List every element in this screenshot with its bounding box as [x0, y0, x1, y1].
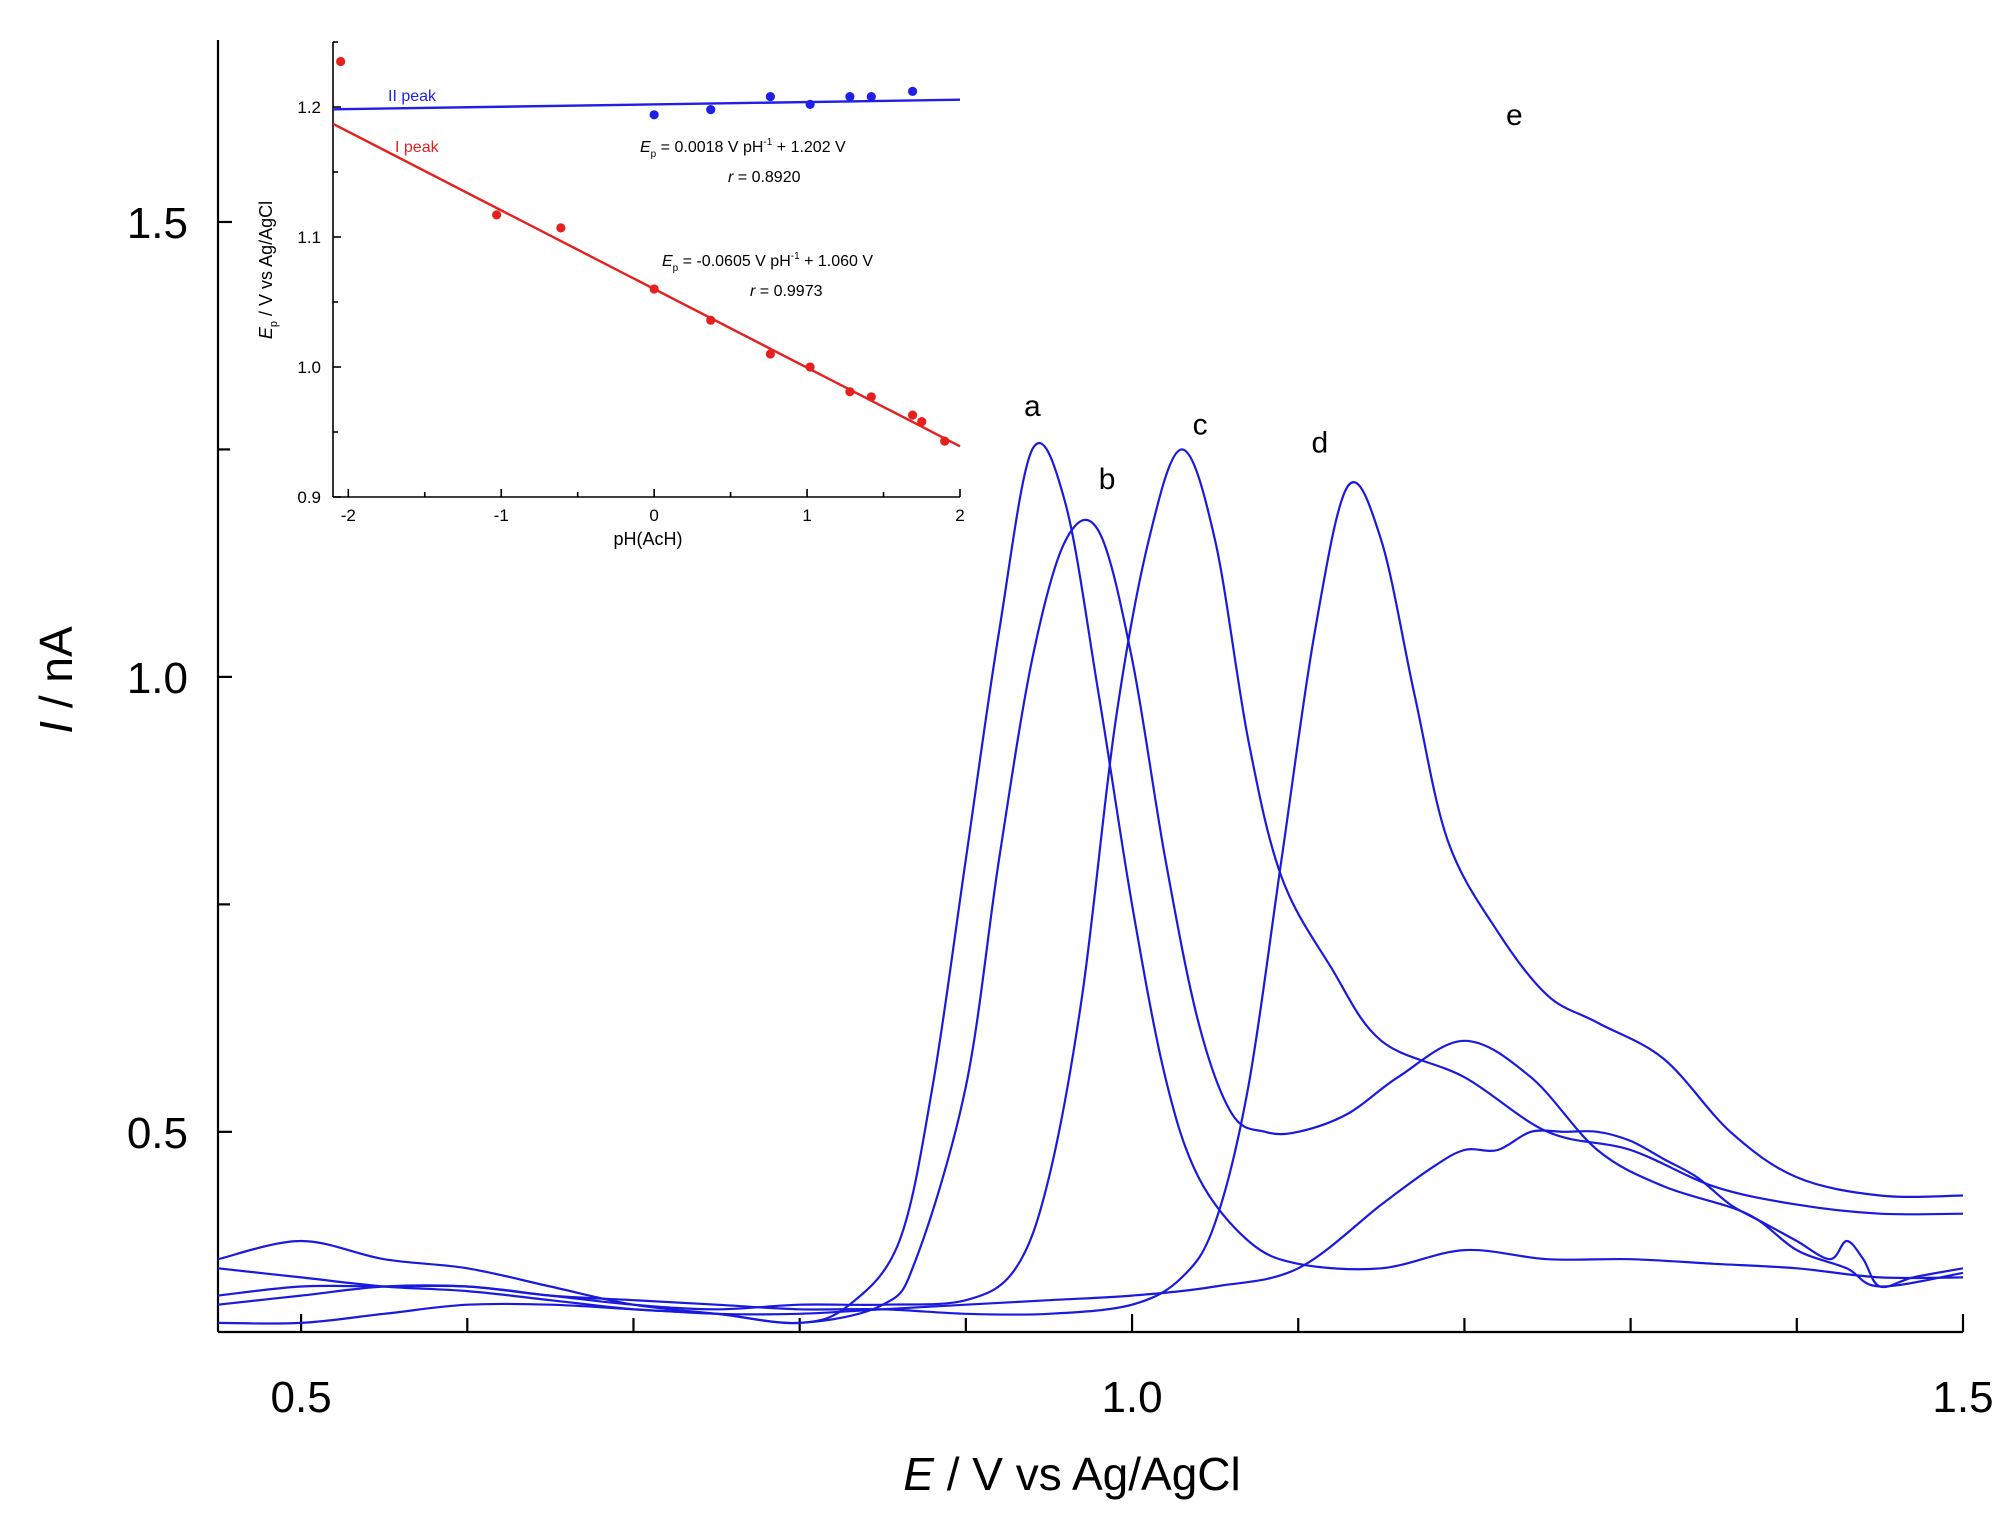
inset-x-axis-title: pH(AcH) [613, 529, 682, 549]
ii-peak-fit-line [332, 98, 961, 111]
ii-peak-point [649, 110, 659, 120]
x-axis-title: E / V vs Ag/AgCl [903, 1448, 1240, 1500]
curve-e [217, 1129, 1964, 1325]
inset-y-title-sub: p [268, 321, 280, 327]
inset-y-tick-label: 1.0 [297, 358, 321, 377]
i-peak-point [649, 284, 659, 294]
inset-ticks: -2 -1 0 1 2 0.9 1.0 1.1 1.2 [297, 41, 965, 525]
i-peak-point [336, 56, 346, 67]
i-peak-point [907, 410, 918, 420]
ii-peak-label: II peak [388, 88, 437, 105]
x-tick-label: 1.0 [1101, 1373, 1162, 1422]
i-peak-label: I peak [395, 139, 440, 156]
y-tick-label: 1.0 [127, 654, 188, 703]
curve-d [217, 481, 1964, 1316]
inset-y-title-symbol: E [256, 326, 276, 339]
i-peak-point [805, 362, 815, 372]
i-r-value: = 0.9973 [755, 283, 822, 300]
x-tick-label: 0.5 [271, 1373, 332, 1422]
ii-eq-suffix: + 1.202 V [772, 139, 846, 156]
main-ticks: 0.5 1.0 1.5 0.5 1.0 1.5 [127, 199, 1994, 1422]
i-peak-equation: Ep = -0.0605 V pH-1 + 1.060 V [662, 251, 873, 274]
inset-fit-lines [332, 98, 961, 448]
i-peak-point [556, 223, 566, 233]
x-tick-label: 1.5 [1932, 1373, 1993, 1422]
i-r-symbol: r [750, 283, 756, 300]
ii-peak-point [706, 105, 716, 115]
y-tick-label: 0.5 [127, 1109, 188, 1158]
inset-x-tick-label: -1 [494, 506, 509, 525]
curve-a [217, 441, 1964, 1325]
y-tick-label: 1.5 [127, 199, 188, 248]
inset-plot: -2 -1 0 1 2 0.9 1.0 1.1 1.2 II peak I peak Ep = … [256, 41, 965, 549]
ii-peak-point [866, 92, 876, 102]
main-curve-labels: a b c d e [1024, 99, 1523, 496]
y-axis-title-symbol: I [30, 721, 82, 734]
ii-r-value: = 0.8920 [733, 169, 800, 186]
i-peak-point [940, 436, 950, 446]
ii-r-symbol: r [728, 169, 734, 186]
ii-peak-equation: Ep = 0.0018 V pH-1 + 1.202 V [640, 137, 846, 160]
i-peak-point [765, 349, 775, 359]
i-eq-sup: -1 [791, 251, 800, 262]
y-axis-title: I / nA [30, 626, 82, 734]
i-eq-sub: p [673, 263, 679, 274]
inset-y-tick-label: 1.1 [297, 228, 321, 247]
ii-peak-point [845, 92, 855, 102]
ii-eq-prefix: = 0.0018 V pH [656, 139, 763, 156]
ii-eq-symbol: E [640, 139, 651, 156]
inset-x-tick-label: 2 [955, 506, 964, 525]
i-peak-point [706, 315, 716, 325]
inset-x-tick-label: 0 [649, 506, 658, 525]
curve-label-c: c [1193, 408, 1208, 441]
inset-y-axis-title: Ep / V vs Ag/AgCl [256, 201, 280, 339]
ii-peak-point [805, 99, 815, 109]
i-eq-prefix: = -0.0605 V pH [678, 253, 791, 270]
ii-eq-sub: p [651, 149, 657, 160]
inset-y-tick-label: 1.2 [297, 98, 321, 117]
i-peak-point [917, 417, 927, 427]
curve-label-e: e [1506, 99, 1523, 132]
curve-c [217, 448, 1964, 1311]
inset-background [333, 42, 963, 498]
x-axis-title-text: / V vs Ag/AgCl [934, 1448, 1241, 1500]
main-curves [217, 441, 1964, 1325]
y-axis-title-text: / nA [30, 626, 82, 721]
curve-label-d: d [1311, 427, 1328, 460]
curve-label-a: a [1024, 390, 1041, 423]
inset-points [336, 56, 950, 446]
ii-peak-r: r = 0.8920 [728, 169, 801, 186]
ii-peak-point [907, 86, 918, 96]
i-eq-suffix: + 1.060 V [800, 253, 874, 270]
main-plot: 0.5 1.0 1.5 0.5 1.0 1.5 a b c d e E / V vs Ag/AgC… [30, 40, 1994, 1500]
inset-y-tick-label: 0.9 [297, 488, 321, 507]
ii-eq-sup: -1 [763, 137, 772, 148]
inset-x-tick-label: 1 [802, 506, 811, 525]
i-peak-point [866, 392, 876, 402]
inset-x-tick-label: -2 [341, 506, 356, 525]
i-eq-symbol: E [662, 253, 673, 270]
curve-label-b: b [1099, 463, 1116, 496]
x-axis-title-symbol: E [903, 1448, 935, 1500]
i-peak-fit-line [332, 122, 961, 448]
i-peak-point [845, 387, 855, 397]
i-peak-point [492, 210, 502, 220]
i-peak-r: r = 0.9973 [750, 283, 823, 300]
ii-peak-point [765, 92, 775, 102]
inset-y-title-text: / V vs Ag/AgCl [256, 201, 276, 321]
